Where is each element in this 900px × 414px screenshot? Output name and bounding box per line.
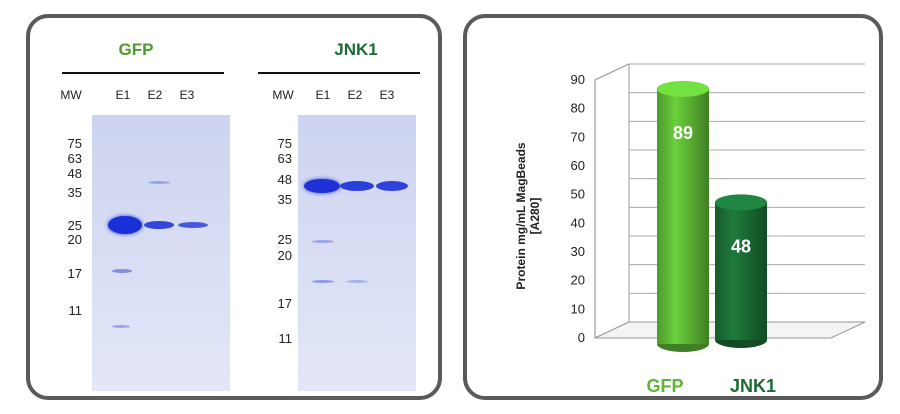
jnk1-band-e2: [340, 181, 374, 191]
y-tick-label: 40: [571, 215, 585, 230]
jnk1-lane-e2: E2: [347, 88, 363, 102]
jnk1-faint-band-e1-a: [312, 240, 334, 243]
jnk1-mw-20: 20: [277, 248, 292, 263]
data-label: 89: [673, 123, 693, 143]
bar-top: [715, 194, 767, 211]
gfp-gel-image: [92, 115, 230, 391]
bar-chart: 0 10 20 30 40 50 60 70 80 90 GFP JNK1 89 48 Protein …: [514, 63, 866, 396]
chart-bars: 89 48: [657, 80, 767, 352]
y-tick-label: 90: [571, 72, 585, 87]
gfp-mw-48: 48: [67, 166, 82, 181]
x-category-label: GFP: [646, 376, 683, 396]
gfp-faint-band-e1-17: [112, 269, 132, 273]
gfp-lane-e3: E3: [179, 88, 195, 102]
y-axis-title-unit: [A280]: [528, 198, 542, 235]
jnk1-mw-25: 25: [277, 232, 292, 247]
jnk1-gel-title: JNK1: [334, 40, 378, 59]
gfp-mw-75: 75: [67, 136, 82, 151]
gfp-lane-mw: MW: [60, 88, 82, 102]
data-label: 48: [731, 236, 751, 256]
jnk1-faint-band-e2-b: [346, 280, 368, 283]
gfp-mw-35: 35: [67, 185, 82, 200]
bar-body: [715, 202, 767, 340]
gfp-band-e2: [144, 221, 174, 229]
gel-panel: GFP MW E1 E2 E3 75 63 48 35 25 20 17 11 …: [26, 14, 442, 400]
jnk1-gel-rule: [258, 72, 420, 74]
y-tick-label: 0: [578, 330, 585, 345]
gfp-mw-17: 17: [67, 266, 82, 281]
gfp-mw-20: 20: [67, 232, 82, 247]
jnk1-lane-mw: MW: [272, 88, 294, 102]
gfp-mw-11: 11: [68, 303, 83, 318]
gfp-band-e1: [108, 216, 142, 234]
jnk1-faint-band-e1-b: [312, 280, 334, 283]
jnk1-mw-35: 35: [277, 192, 292, 207]
jnk1-mw-75: 75: [277, 136, 292, 151]
gfp-faint-band-e2-top: [148, 181, 170, 184]
jnk1-lane-e1: E1: [315, 88, 331, 102]
y-tick-label: 70: [571, 129, 585, 144]
jnk1-lane-e3: E3: [379, 88, 395, 102]
y-tick-label: 10: [571, 301, 585, 316]
side-wall: [594, 63, 630, 339]
bar-top: [657, 80, 709, 97]
bar-body: [657, 88, 709, 344]
y-tick-label: 30: [571, 244, 585, 259]
jnk1-gel-image: [298, 115, 416, 391]
x-category-label: JNK1: [730, 376, 776, 396]
gfp-mw-63: 63: [67, 151, 82, 166]
y-tick-label: 80: [571, 101, 585, 116]
gfp-faint-band-e1-low: [112, 325, 130, 328]
gfp-gel-title: GFP: [118, 40, 154, 59]
chart-panel: 0 10 20 30 40 50 60 70 80 90 GFP JNK1 89 48 Protein …: [463, 14, 883, 400]
jnk1-band-e3: [376, 181, 408, 191]
y-axis-title: Protein mg/mL MagBeads: [514, 142, 528, 289]
jnk1-band-e1: [304, 179, 340, 193]
y-tick-label: 50: [571, 187, 585, 202]
gfp-band-e3: [178, 222, 208, 228]
gfp-lane-e1: E1: [115, 88, 131, 102]
jnk1-mw-48: 48: [277, 172, 292, 187]
y-tick-label: 60: [571, 158, 585, 173]
jnk1-mw-63: 63: [277, 151, 292, 166]
gfp-mw-25: 25: [67, 218, 82, 233]
gfp-lane-e2: E2: [147, 88, 163, 102]
y-tick-label: 20: [571, 273, 585, 288]
gfp-gel-rule: [62, 72, 224, 74]
jnk1-mw-17: 17: [277, 296, 292, 311]
jnk1-mw-11: 11: [278, 331, 293, 346]
